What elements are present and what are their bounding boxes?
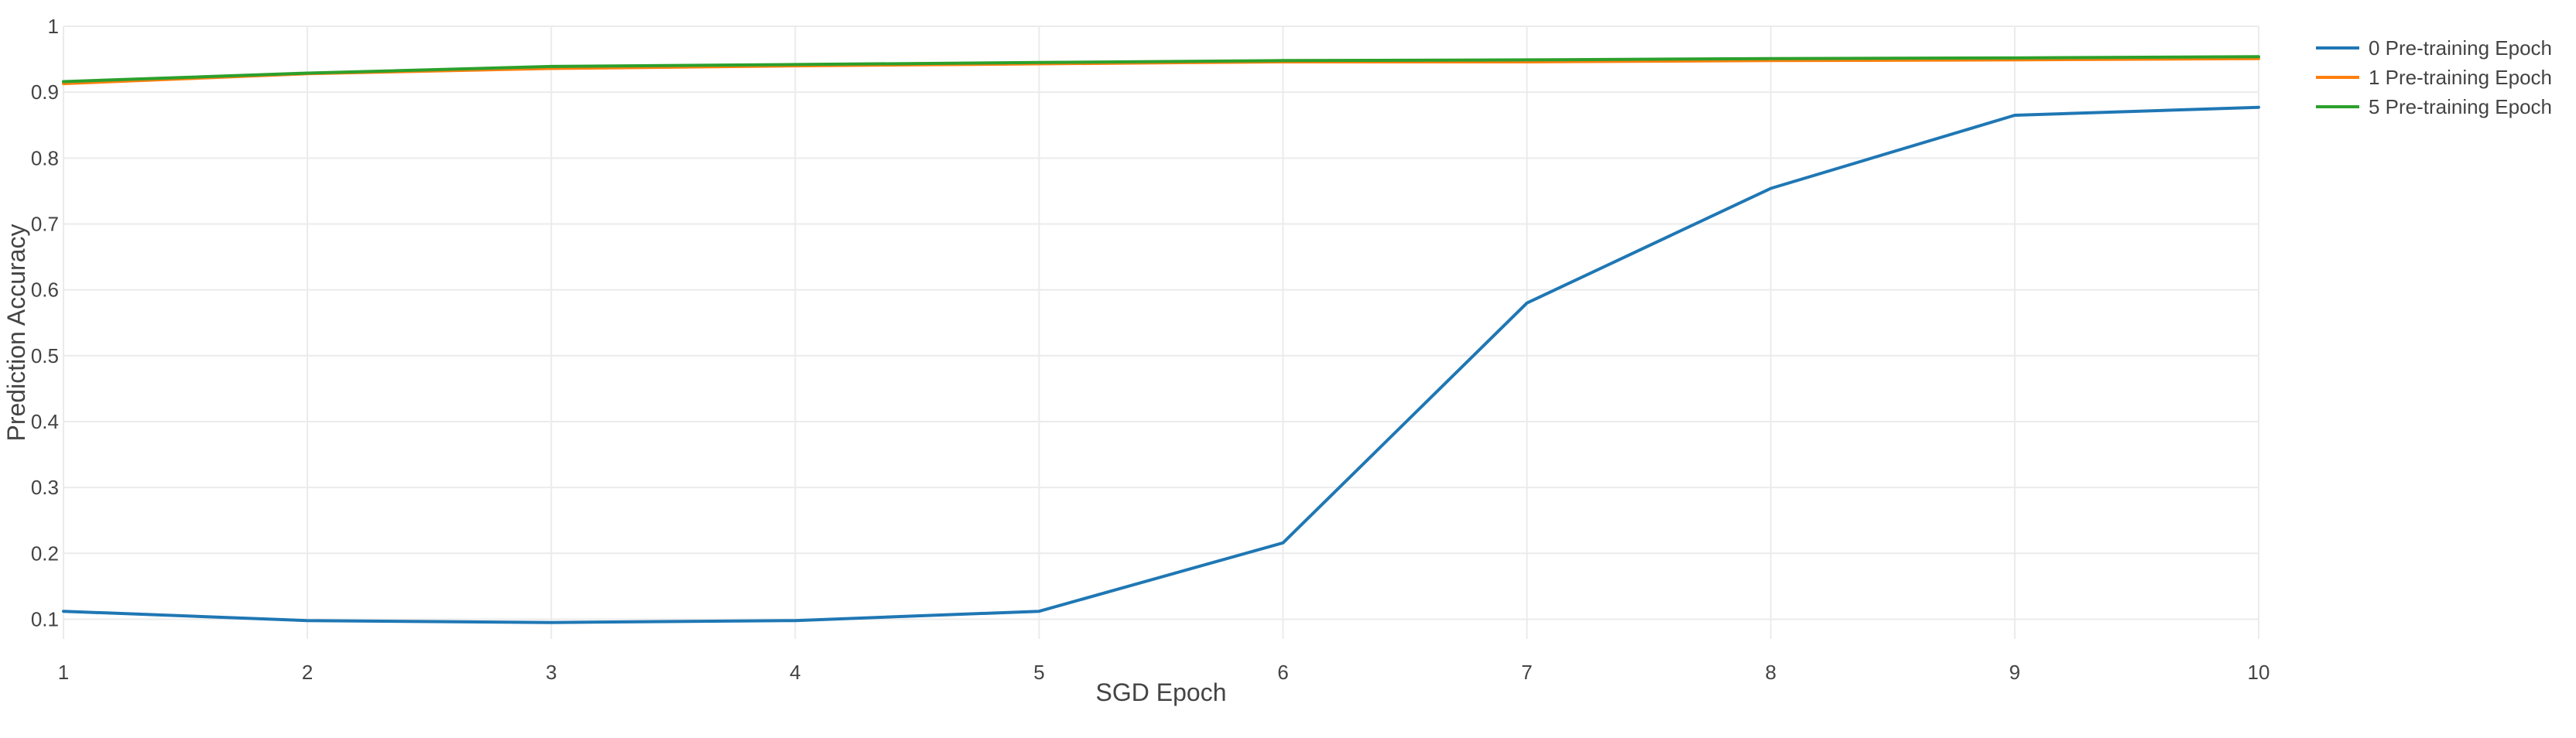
x-tick-label: 8 bbox=[1766, 661, 1776, 684]
series-line-0 bbox=[62, 105, 2260, 624]
x-tick-label: 10 bbox=[2248, 661, 2270, 684]
x-tick-label: 6 bbox=[1277, 661, 1288, 684]
y-tick-label: 0.4 bbox=[31, 410, 59, 433]
y-tick-label: 0.2 bbox=[31, 542, 59, 565]
legend-label: 0 Pre-training Epoch bbox=[2369, 36, 2552, 60]
x-axis-ticks: 1 2 3 4 5 6 7 8 9 10 bbox=[58, 661, 2270, 684]
x-tick-label: 7 bbox=[1521, 661, 1532, 684]
legend-label: 1 Pre-training Epoch bbox=[2369, 66, 2552, 89]
y-tick-label: 0.3 bbox=[31, 476, 59, 499]
y-tick-label: 0.1 bbox=[31, 607, 59, 630]
x-tick-label: 1 bbox=[58, 661, 69, 684]
x-tick-label: 4 bbox=[790, 661, 800, 684]
y-tick-label: 0.7 bbox=[31, 212, 59, 235]
y-axis-title: Prediction Accuracy bbox=[2, 224, 30, 441]
y-tick-label: 0.6 bbox=[31, 278, 59, 302]
series-line-2 bbox=[62, 55, 2260, 84]
y-axis-ticks: 0.1 0.2 0.3 0.4 0.5 0.6 0.7 0.8 0.9 1 bbox=[31, 15, 59, 630]
x-axis-title: SGD Epoch bbox=[1096, 678, 1227, 706]
y-tick-label: 0.9 bbox=[31, 80, 59, 104]
legend: 0 Pre-training Epoch 1 Pre-training Epoch… bbox=[2316, 36, 2552, 118]
y-tick-label: 0.8 bbox=[31, 146, 59, 169]
y-tick-label: 0.5 bbox=[31, 344, 59, 367]
series-lines bbox=[62, 55, 2260, 624]
grid bbox=[63, 26, 2259, 639]
x-tick-label: 3 bbox=[546, 661, 557, 684]
x-tick-label: 5 bbox=[1033, 661, 1044, 684]
y-tick-label: 1 bbox=[48, 15, 59, 38]
legend-label: 5 Pre-training Epoch bbox=[2369, 95, 2552, 118]
x-tick-label: 2 bbox=[302, 661, 313, 684]
x-tick-label: 9 bbox=[2009, 661, 2020, 684]
